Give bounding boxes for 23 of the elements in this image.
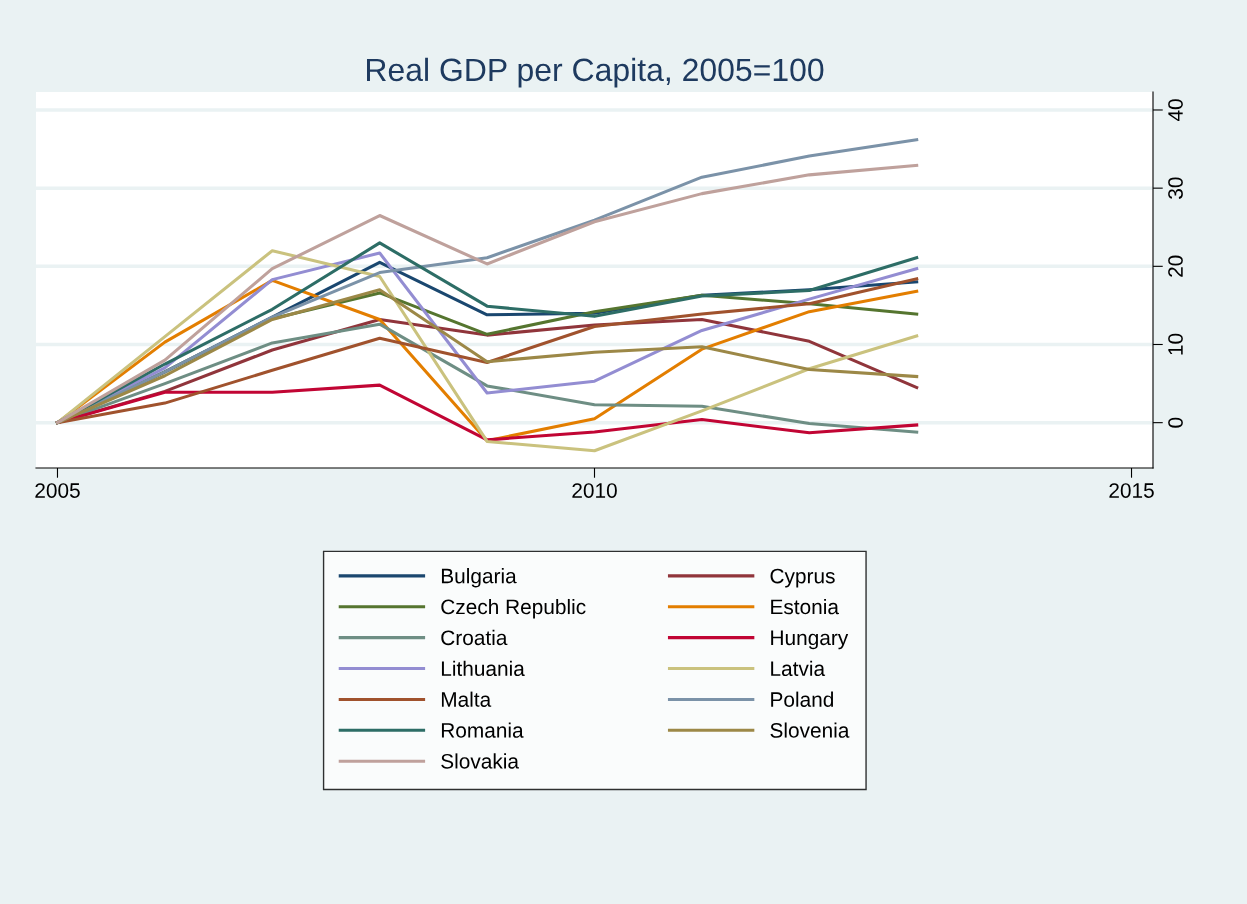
- legend-label: Estonia: [771, 598, 839, 615]
- chart-title: Real GDP per Capita, 2005=100: [367, 57, 824, 88]
- y-tick-label: 0: [1168, 417, 1183, 428]
- y-tick-label: 10: [1168, 333, 1183, 355]
- legend-label: Lithuania: [441, 660, 525, 677]
- legend-label: Poland: [771, 691, 834, 707]
- legend-label: Czech Republic: [441, 598, 586, 619]
- legend-label: Latvia: [771, 660, 826, 677]
- legend-label: Bulgaria: [441, 568, 517, 588]
- x-tick-label: 2015: [1109, 483, 1154, 498]
- legend-label: Croatia: [441, 629, 508, 646]
- legend-label: Romania: [441, 722, 524, 738]
- legend-label: Slovenia: [770, 722, 850, 738]
- y-tick-label: 40: [1168, 99, 1183, 122]
- y-tick-label: 30: [1168, 177, 1183, 199]
- y-tick-label: 20: [1168, 255, 1183, 277]
- line-series: [55, 383, 919, 442]
- legend-label: Slovakia: [441, 753, 519, 769]
- legend-label: Hungary: [771, 630, 849, 650]
- x-tick-label: 2005: [35, 483, 80, 498]
- x-tick-label: 2010: [572, 483, 617, 498]
- legend-label: Malta: [441, 691, 492, 707]
- legend-label: Cyprus: [770, 568, 835, 588]
